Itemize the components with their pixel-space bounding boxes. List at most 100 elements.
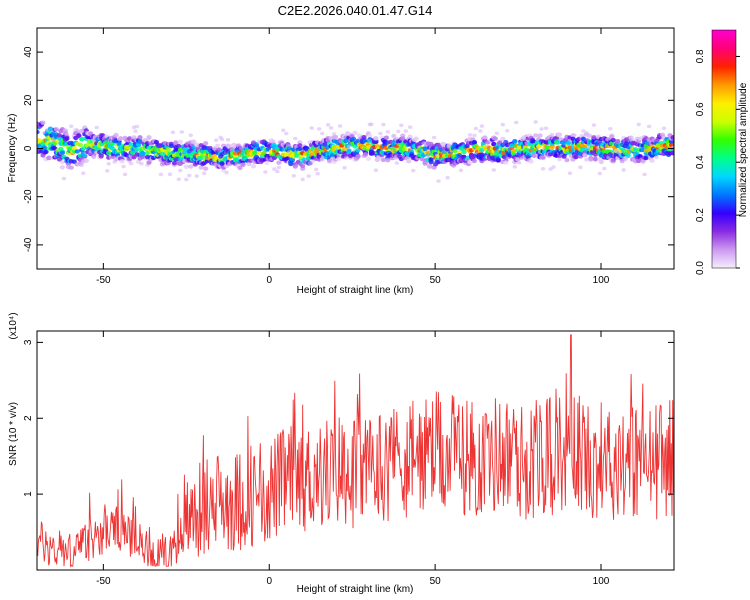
heatmap-cell — [60, 160, 65, 164]
heatmap-cell — [59, 150, 65, 155]
heatmap-cell — [446, 143, 452, 147]
heatmap-cell — [369, 122, 374, 127]
heatmap-cell — [531, 153, 537, 158]
snr-series-line — [37, 334, 674, 568]
heatmap-cell — [609, 134, 615, 139]
heatmap-cell — [336, 156, 342, 162]
heatmap-cell — [598, 159, 604, 165]
heatmap-cell — [134, 124, 140, 129]
heatmap-cell — [307, 161, 313, 166]
heatmap-cell — [649, 158, 655, 163]
heatmap-cell — [137, 135, 143, 140]
heatmap-cell — [293, 136, 298, 141]
heatmap-cell — [272, 167, 277, 171]
heatmap-cell — [621, 168, 626, 172]
heatmap-cell — [328, 126, 334, 130]
colorbar-label: Normalized spectral amplitude — [738, 82, 749, 217]
heatmap-cell — [105, 169, 110, 173]
heatmap-ticks: -50 0 50 100 -40 -20 0 20 40 — [23, 28, 674, 286]
heatmap-cell — [139, 162, 144, 166]
heatmap-cell — [219, 161, 225, 166]
heatmap-cell — [505, 128, 510, 133]
heatmap-cell — [80, 146, 86, 151]
heatmap-cell — [297, 143, 303, 148]
heatmap-cell — [250, 164, 257, 169]
heatmap-cell — [225, 143, 231, 148]
heatmap-cell — [131, 135, 137, 140]
heatmap-cell — [642, 172, 647, 177]
heatmap-cell — [71, 146, 77, 151]
heatmap-cell — [461, 149, 467, 155]
heatmap-cell — [37, 129, 40, 135]
heatmap-cell — [636, 122, 641, 127]
heatmap-cell — [591, 135, 597, 140]
heatmap-cell — [225, 138, 231, 142]
heatmap-cell — [53, 127, 60, 132]
colorbar-tick-label: 0.2 — [695, 208, 706, 222]
heatmap-cell — [173, 140, 179, 145]
heatmap-cell — [76, 133, 82, 138]
heatmap-cell — [337, 124, 343, 128]
heatmap-cell — [219, 137, 225, 142]
heatmap-cell — [202, 171, 207, 175]
heatmap-cell — [240, 162, 246, 167]
heatmap-cell — [408, 125, 413, 129]
heatmap-cell — [545, 145, 551, 150]
heatmap-cell — [551, 165, 556, 169]
heatmap-cell — [578, 165, 583, 169]
heatmap-cell — [264, 160, 270, 166]
x-tick-label: 0 — [266, 275, 272, 286]
heatmap-cell — [77, 142, 83, 147]
heatmap-cell — [436, 179, 441, 183]
heatmap-cell — [91, 154, 97, 159]
heatmap-cell — [320, 131, 325, 136]
heatmap-cell — [276, 165, 282, 170]
heatmap-cell — [276, 160, 282, 165]
heatmap-cell — [198, 165, 204, 170]
heatmap-cell — [602, 166, 607, 171]
heatmap-cell — [322, 142, 328, 147]
heatmap-cell — [373, 136, 379, 141]
heatmap-cell — [592, 156, 599, 162]
heatmap-cell — [533, 133, 539, 138]
heatmap-cell — [494, 131, 499, 136]
heatmap-cell — [391, 133, 397, 139]
heatmap-cell — [215, 143, 220, 148]
heatmap-cell — [400, 136, 406, 141]
heatmap-cell — [367, 133, 373, 139]
heatmap-cell — [543, 126, 549, 131]
heatmap-cell — [365, 156, 371, 161]
heatmap-cell — [291, 174, 296, 178]
heatmap-marks — [37, 120, 674, 183]
y-tick-label: 2 — [23, 415, 34, 421]
heatmap-cell — [373, 139, 379, 144]
heatmap-cell — [79, 163, 85, 168]
colorbar-tick-label: 0.0 — [695, 261, 706, 275]
heatmap-cell — [113, 132, 119, 138]
heatmap-cell — [660, 132, 666, 137]
heatmap-cell — [540, 167, 546, 171]
y-tick-label: -40 — [23, 237, 34, 252]
heatmap-cell — [64, 136, 70, 141]
y-tick-label: 40 — [23, 46, 34, 58]
heatmap-cell — [406, 158, 412, 163]
heatmap-cell — [431, 135, 437, 140]
snr-panel: -50 0 50 100 1 2 3 Height of straight line (km… — [8, 312, 675, 595]
heatmap-cell — [171, 160, 177, 166]
heatmap-cell — [69, 124, 74, 128]
colorbar-tick-label: 0.8 — [695, 49, 706, 63]
heatmap-cell — [106, 150, 112, 155]
heatmap-cell — [381, 122, 386, 127]
heatmap-cell — [472, 133, 477, 138]
heatmap-cell — [203, 166, 209, 171]
heatmap-cell — [355, 154, 361, 159]
heatmap-cell — [158, 172, 164, 177]
heatmap-cell — [64, 132, 70, 136]
heatmap-cell — [495, 158, 501, 163]
heatmap-cell — [403, 129, 408, 133]
heatmap-cell — [68, 165, 74, 170]
snr-ticks: -50 0 50 100 1 2 3 — [23, 331, 674, 587]
heatmap-cell — [500, 136, 506, 142]
heatmap-cell — [315, 171, 320, 176]
